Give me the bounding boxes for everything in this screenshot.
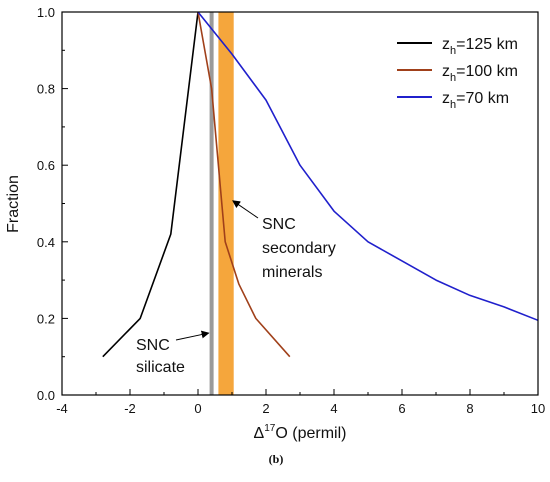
ticks-layer: -4 -2 0 2 4 6 8 10 0.0 0.2 0.4 0.6 0.8 1.0 xyxy=(37,5,545,416)
y-tick-label: 0.8 xyxy=(37,82,55,97)
x-axis-title-sup: 17 xyxy=(264,423,276,434)
series-line-1 xyxy=(197,11,291,358)
y-tick-label: 0.4 xyxy=(37,235,55,250)
annotation-secondary-minerals: SNC secondary minerals xyxy=(262,216,336,281)
x-tick-label: -4 xyxy=(56,401,68,416)
x-axis-title-suffix: O (permil) xyxy=(275,425,346,442)
annotation-silicate: SNC silicate xyxy=(136,337,185,376)
annotations-layer: SNC secondary minerals SNC silicate xyxy=(136,200,336,376)
legend-label-2: zh=70 km xyxy=(442,90,509,111)
series-layer xyxy=(102,11,539,358)
y-axis-title: Fraction xyxy=(5,175,22,233)
x-tick-label: 4 xyxy=(330,401,337,416)
y-tick-label: 1.0 xyxy=(37,5,55,20)
legend-label-0: zh=125 km xyxy=(442,36,518,57)
x-tick-label: 0 xyxy=(194,401,201,416)
figure-caption: (b) xyxy=(269,452,284,466)
x-tick-label: 2 xyxy=(262,401,269,416)
y-tick-label: 0.6 xyxy=(37,158,55,173)
x-tick-label: 6 xyxy=(398,401,405,416)
x-tick-label: 8 xyxy=(466,401,473,416)
bands-layer xyxy=(218,12,234,395)
legend-label-1: zh=100 km xyxy=(442,63,518,84)
legend: zh=125 km zh=100 km zh=70 km xyxy=(397,36,518,111)
annotation-arrow-secondary-minerals xyxy=(232,200,259,219)
y-tick-label: 0.0 xyxy=(37,388,55,403)
band-0 xyxy=(218,12,234,395)
annotation-arrow-silicate xyxy=(175,330,210,341)
series-line-2 xyxy=(197,11,539,322)
x-tick-label: -2 xyxy=(124,401,136,416)
y-tick-label: 0.2 xyxy=(37,311,55,326)
plot-area: -4 -2 0 2 4 6 8 10 0.0 0.2 0.4 0.6 0.8 1.0 xyxy=(37,5,545,416)
x-axis-title-prefix: Δ xyxy=(254,425,265,442)
x-axis-title: Δ17O (permil) xyxy=(254,423,347,442)
x-tick-label: 10 xyxy=(531,401,545,416)
series-line-0 xyxy=(102,11,199,358)
